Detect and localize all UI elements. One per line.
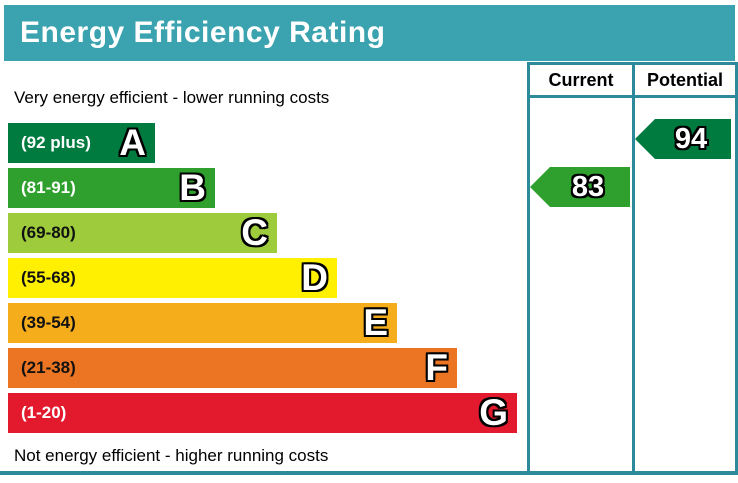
column-header-divider: [527, 95, 738, 98]
band-e: (39-54) E: [8, 303, 397, 343]
band-c-range: (69-80): [21, 223, 76, 242]
band-g: (1-20) G: [8, 393, 517, 433]
band-e-letter: E: [363, 302, 388, 343]
column-header-current: Current: [548, 70, 614, 90]
table-border-left: [527, 62, 530, 475]
band-f-letter: F: [425, 347, 448, 388]
header-bar: Energy Efficiency Rating: [4, 5, 735, 61]
top-note: Very energy efficient - lower running co…: [14, 88, 330, 107]
column-header-potential: Potential: [646, 70, 723, 90]
band-c: (69-80) C: [8, 213, 277, 253]
band-g-letter: G: [479, 392, 508, 433]
band-e-range: (39-54): [21, 313, 76, 332]
band-a-range: (92 plus): [21, 133, 91, 152]
band-b-letter: B: [179, 167, 206, 208]
band-a: (92 plus) A: [8, 123, 155, 163]
band-f-range: (21-38): [21, 358, 76, 377]
bottom-note: Not energy efficient - higher running co…: [14, 446, 329, 465]
current-rating-arrow: 83: [530, 167, 630, 207]
band-d-letter: D: [301, 257, 328, 298]
band-d: (55-68) D: [8, 258, 337, 298]
table-border-bottom: [0, 471, 738, 475]
band-b: (81-91) B: [8, 168, 215, 208]
band-d-range: (55-68): [21, 268, 76, 287]
band-g-range: (1-20): [21, 403, 67, 422]
table-border-top: [527, 62, 738, 65]
table-border-middle: [632, 62, 635, 475]
table-border-right: [735, 62, 738, 475]
band-c-letter: C: [241, 212, 268, 253]
band-b-range: (81-91): [21, 178, 76, 197]
current-rating-value: 83: [571, 170, 605, 203]
band-f: (21-38) F: [8, 348, 457, 388]
potential-rating-arrow: 94: [635, 119, 731, 159]
band-a-letter: A: [119, 122, 146, 163]
potential-rating-value: 94: [674, 122, 708, 155]
page-title: Energy Efficiency Rating: [20, 16, 386, 49]
